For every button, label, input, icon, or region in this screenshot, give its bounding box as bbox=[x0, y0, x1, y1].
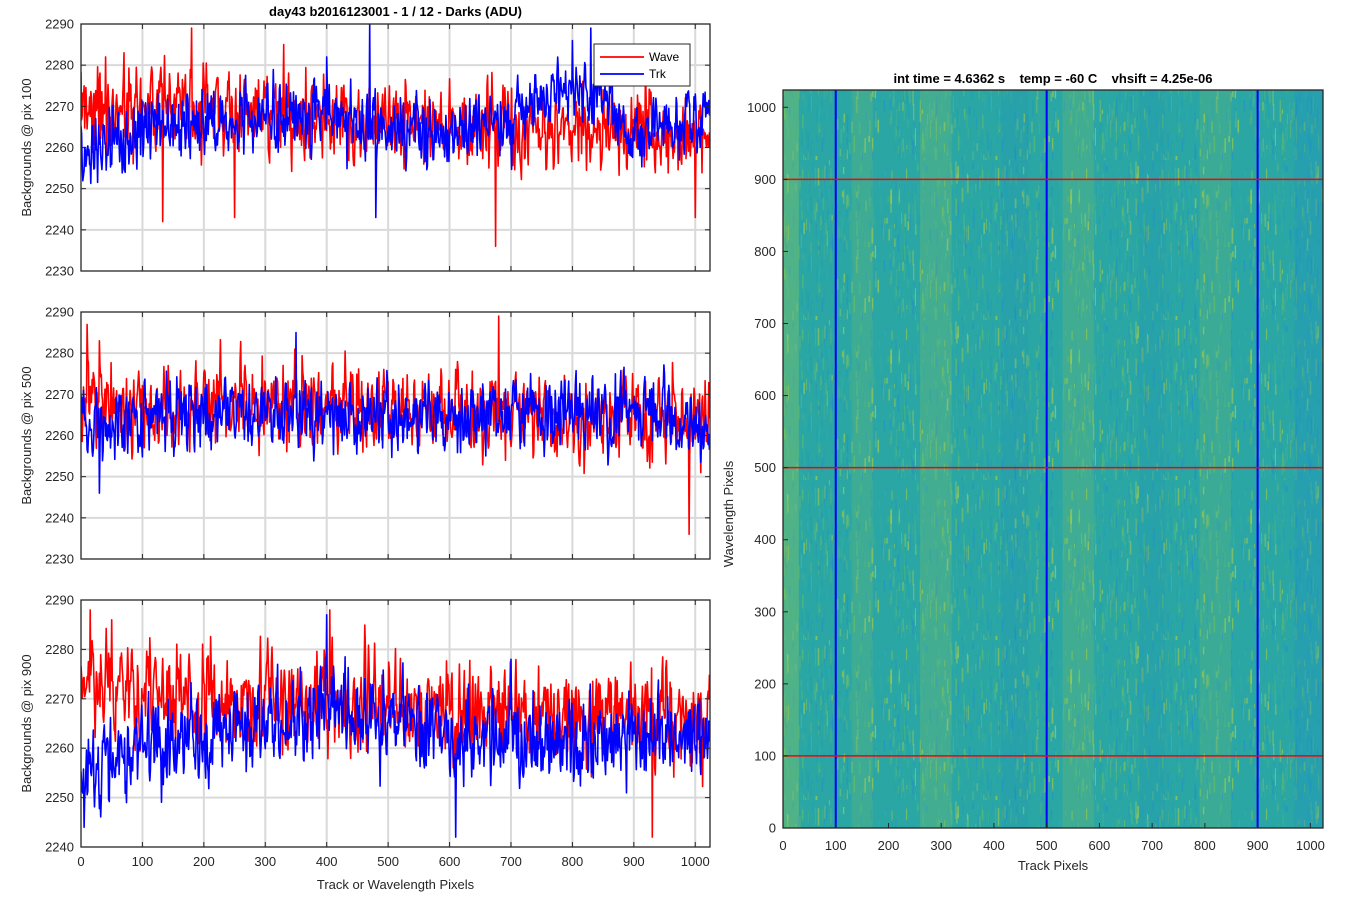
heatmap-band bbox=[1001, 90, 1029, 828]
series-lines bbox=[81, 315, 710, 536]
x-tick-label: 500 bbox=[377, 854, 399, 869]
x-tick-label: 1000 bbox=[681, 854, 710, 869]
y-tick-label: 2250 bbox=[45, 790, 74, 805]
x-tick-label: 100 bbox=[132, 854, 154, 869]
heatmap-title: int time = 4.6362 s temp = -60 C vhsift … bbox=[893, 71, 1212, 86]
axis-ticks: 0 100 200 300 400 500 600 700 800 900 1000 0 100 200 3… bbox=[747, 100, 1325, 853]
x-tick-label: 300 bbox=[930, 838, 952, 853]
y-axis-label: Backgrounds @ pix 100 bbox=[19, 78, 34, 216]
x-tick-label: 600 bbox=[1089, 838, 1111, 853]
x-tick-label: 900 bbox=[1247, 838, 1269, 853]
y-tick-label: 2240 bbox=[45, 510, 74, 525]
line-chart-pix-500: 2230 2240 2250 2260 2270 2280 2290 Backgrounds… bbox=[19, 305, 711, 567]
x-tick-label: 400 bbox=[983, 838, 1005, 853]
x-tick-label: 800 bbox=[562, 854, 584, 869]
plot-frame bbox=[80, 599, 711, 848]
line-chart-pix-100: 2230 2240 2250 2260 2270 2280 2290 Backgrounds… bbox=[19, 4, 711, 279]
y-tick-label: 100 bbox=[754, 748, 776, 763]
heatmap-band bbox=[1062, 90, 1095, 828]
y-tick-label: 2270 bbox=[45, 99, 74, 114]
heatmap-chart: 0 100 200 300 400 500 600 700 800 900 1000 0 100 200 3… bbox=[721, 71, 1325, 873]
y-axis-label: Backgrounds @ pix 900 bbox=[19, 654, 34, 792]
marker-lines bbox=[783, 90, 1323, 828]
y-tick-label: 2250 bbox=[45, 469, 74, 484]
y-tick-label: 2260 bbox=[45, 428, 74, 443]
y-tick-label: 2260 bbox=[45, 741, 74, 756]
y-tick-label: 2240 bbox=[45, 840, 74, 855]
x-tick-label: 200 bbox=[193, 854, 215, 869]
heatmap-band bbox=[851, 90, 873, 828]
x-tick-label: 700 bbox=[1141, 838, 1163, 853]
line-chart-pix-900: 0 100 200 300 400 500 600 700 800 900 1000 2240 2250… bbox=[19, 593, 711, 892]
x-tick-label: 500 bbox=[1036, 838, 1058, 853]
y-axis-label: Backgrounds @ pix 500 bbox=[19, 366, 34, 504]
y-tick-label: 2250 bbox=[45, 181, 74, 196]
legend-box bbox=[593, 43, 691, 87]
x-tick-label: 700 bbox=[500, 854, 522, 869]
y-tick-label: 0 bbox=[769, 821, 776, 836]
x-axis-label: Track Pixels bbox=[1018, 858, 1089, 873]
x-axis-label: Track or Wavelength Pixels bbox=[317, 877, 475, 892]
y-tick-label: 300 bbox=[754, 604, 776, 619]
y-tick-label: 2230 bbox=[45, 552, 74, 567]
y-tick-label: 1000 bbox=[747, 100, 776, 115]
y-tick-label: 2270 bbox=[45, 691, 74, 706]
chart-title: day43 b2016123001 - 1 / 12 - Darks (ADU) bbox=[269, 4, 522, 19]
y-tick-label: 600 bbox=[754, 388, 776, 403]
x-tick-label: 200 bbox=[878, 838, 900, 853]
heatmap-band bbox=[1138, 90, 1166, 828]
heatmap-band bbox=[1294, 90, 1323, 828]
x-tick-label: 0 bbox=[779, 838, 786, 853]
axis-ticks: 2230 2240 2250 2260 2270 2280 2290 bbox=[45, 305, 710, 567]
x-tick-label: 0 bbox=[77, 854, 84, 869]
y-tick-label: 2280 bbox=[45, 346, 74, 361]
series-lines bbox=[81, 609, 710, 838]
legend-label-wave: Wave bbox=[649, 50, 680, 64]
heatmap-texture bbox=[783, 90, 1323, 828]
series-line-trk bbox=[81, 331, 710, 494]
heatmap-band bbox=[920, 90, 952, 828]
legend: Wave Trk bbox=[593, 43, 691, 87]
x-tick-label: 400 bbox=[316, 854, 338, 869]
x-tick-label: 800 bbox=[1194, 838, 1216, 853]
x-tick-label: 600 bbox=[439, 854, 461, 869]
y-tick-label: 800 bbox=[754, 244, 776, 259]
x-tick-label: 1000 bbox=[1296, 838, 1325, 853]
y-tick-label: 2290 bbox=[45, 305, 74, 320]
y-tick-label: 2260 bbox=[45, 140, 74, 155]
y-tick-label: 400 bbox=[754, 532, 776, 547]
series-lines bbox=[81, 24, 710, 248]
x-tick-label: 300 bbox=[254, 854, 276, 869]
heatmap-band bbox=[1199, 90, 1232, 828]
x-tick-label: 100 bbox=[825, 838, 847, 853]
series-line-trk bbox=[81, 614, 710, 838]
y-tick-label: 500 bbox=[754, 460, 776, 475]
axis-ticks: 2230 2240 2250 2260 2270 2280 2290 bbox=[45, 17, 710, 279]
y-tick-label: 200 bbox=[754, 676, 776, 691]
y-tick-label: 2290 bbox=[45, 593, 74, 608]
heatmap-bands bbox=[783, 90, 1323, 828]
legend-label-trk: Trk bbox=[649, 67, 667, 81]
y-tick-label: 2270 bbox=[45, 387, 74, 402]
series-line-trk bbox=[81, 24, 710, 219]
heatmap-band bbox=[783, 90, 799, 828]
y-tick-label: 2280 bbox=[45, 642, 74, 657]
y-tick-label: 2280 bbox=[45, 58, 74, 73]
x-tick-label: 900 bbox=[623, 854, 645, 869]
plot-frame bbox=[782, 89, 1324, 829]
y-tick-label: 2230 bbox=[45, 264, 74, 279]
y-axis-label: Wavelength Pixels bbox=[721, 460, 736, 567]
y-tick-label: 2240 bbox=[45, 222, 74, 237]
y-tick-label: 2290 bbox=[45, 17, 74, 32]
y-tick-label: 700 bbox=[754, 316, 776, 331]
y-tick-label: 900 bbox=[754, 172, 776, 187]
axis-ticks: 0 100 200 300 400 500 600 700 800 900 1000 2240 2250… bbox=[45, 593, 710, 869]
